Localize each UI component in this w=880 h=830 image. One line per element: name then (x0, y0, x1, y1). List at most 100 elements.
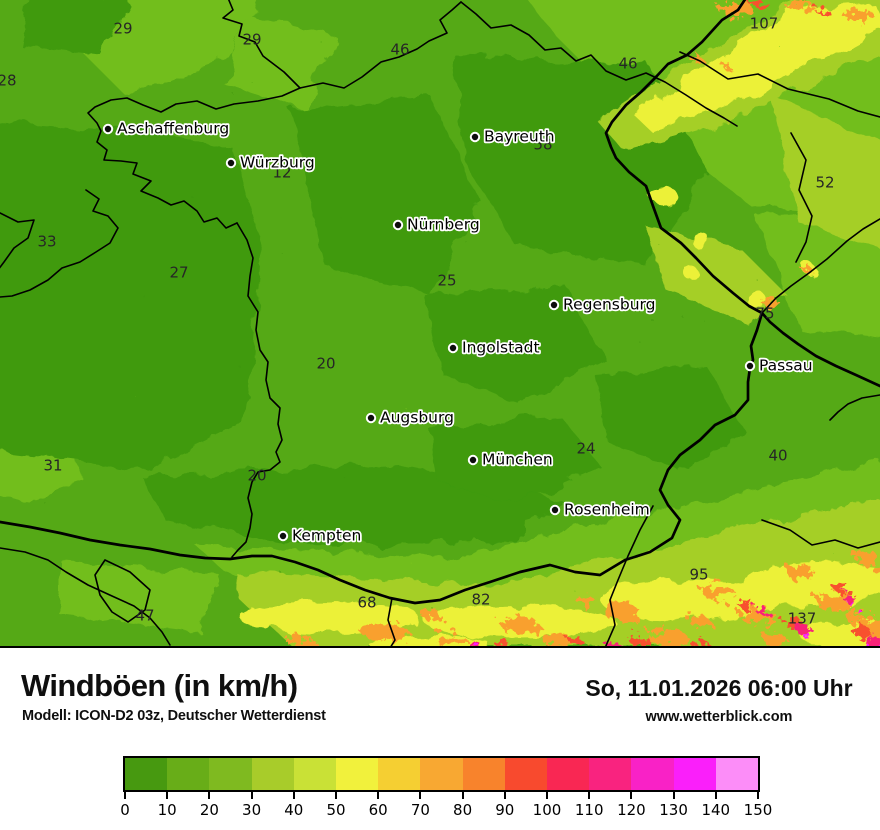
city-marker: Passau (744, 355, 814, 376)
wind-value-label: 46 (390, 40, 409, 58)
colorbar-tick-label: 140 (701, 801, 731, 819)
colorbar: 0 10 20 30 40 50 60 70 80 90 100 110 120 130 140 150 (120, 756, 773, 828)
city-label: Regensburg (563, 296, 656, 314)
city-marker: Regensburg (548, 294, 657, 315)
colorbar-tick (166, 792, 169, 799)
colorbar-segment (462, 758, 505, 790)
colorbar-tick-label: 130 (659, 801, 688, 819)
colorbar-tick-label: 30 (242, 801, 262, 819)
colorbar-tick-label: 20 (199, 801, 219, 819)
city-dot (549, 504, 561, 516)
colorbar-segment (209, 758, 252, 790)
city-marker: Ingolstadt (447, 337, 541, 358)
city-label: Augsburg (380, 409, 454, 427)
city-dot (277, 530, 289, 542)
city-layer: Aschaffenburg Würzburg Bayreuth Nürnberg Reg… (102, 118, 814, 546)
colorbar-tick-label: 60 (368, 801, 388, 819)
city-dot (365, 412, 377, 424)
colorbar-tick-label: 120 (617, 801, 646, 819)
colorbar-tick-label: 110 (574, 801, 604, 819)
colorbar-tick (672, 792, 675, 799)
valid-datetime: So, 11.01.2026 06:00 Uhr (585, 675, 853, 701)
city-label: Ingolstadt (462, 339, 540, 357)
colorbar-segment (293, 758, 337, 790)
wind-value-label: 107 (750, 14, 779, 32)
wind-value-label: 24 (576, 439, 595, 457)
city-label: Rosenheim (564, 501, 650, 519)
page-title: Windböen (in km/h) (21, 668, 298, 703)
wind-value-label: 33 (37, 232, 56, 250)
city-label: Nürnberg (407, 216, 480, 234)
colorbar-tick (250, 792, 253, 799)
wind-value-layer: 28 29 29 46 107 46 58 52 33 12 27 25 75 20 20 31 24 40 47 6… (0, 14, 835, 627)
city-label: München (482, 451, 553, 469)
city-dot (467, 454, 479, 466)
colorbar-segment (167, 758, 210, 790)
city-marker: Aschaffenburg (102, 118, 231, 139)
wind-value-label: 82 (471, 590, 490, 608)
colorbar-tick-label: 150 (743, 801, 773, 819)
colorbar-tick-label: 10 (157, 801, 177, 819)
city-dot (392, 219, 404, 231)
map-bottom-divider (0, 646, 880, 648)
colorbar-segment (547, 758, 590, 790)
colorbar-tick-label: 100 (532, 801, 562, 819)
colorbar-tick (419, 792, 422, 799)
colorbar-tick (208, 792, 211, 799)
city-dot (225, 157, 237, 169)
colorbar-segment (504, 758, 548, 790)
city-dot (102, 123, 114, 135)
website-label: www.wetterblick.com (645, 709, 793, 725)
colorbar-segment (251, 758, 294, 790)
colorbar-tick (714, 792, 717, 799)
wind-value-label: 137 (788, 609, 817, 627)
colorbar-segments (123, 756, 760, 792)
wind-value-label: 52 (815, 173, 834, 191)
map-area: 28 29 29 46 107 46 58 52 33 12 27 25 75 20 20 31 24 40 47 6… (0, 0, 880, 655)
colorbar-tick (757, 792, 759, 799)
colorbar-segment (336, 758, 379, 790)
city-label: Passau (759, 357, 813, 375)
wind-value-label: 95 (689, 565, 708, 583)
city-dot (469, 131, 481, 143)
border-layer (0, 0, 880, 649)
city-label: Aschaffenburg (117, 120, 229, 138)
wind-value-label: 20 (316, 354, 335, 372)
colorbar-tick (292, 792, 295, 799)
wind-value-label: 20 (247, 466, 266, 484)
colorbar-segment (378, 758, 421, 790)
wind-value-label: 47 (135, 606, 154, 624)
colorbar-tick-label: 80 (453, 801, 473, 819)
colorbar-tick (503, 792, 506, 799)
city-marker: Nürnberg (392, 214, 481, 235)
wind-gust-map: 28 29 29 46 107 46 58 52 33 12 27 25 75 20 20 31 24 40 47 6… (0, 0, 880, 655)
city-dot (548, 299, 560, 311)
city-marker: Würzburg (225, 152, 316, 173)
wind-value-label: 28 (0, 71, 17, 89)
colorbar-tick-label: 50 (326, 801, 346, 819)
colorbar-tick (124, 792, 126, 799)
wind-value-label: 58 (533, 135, 552, 153)
colorbar-segment (420, 758, 463, 790)
wind-value-label: 27 (169, 263, 188, 281)
colorbar-segment (673, 758, 716, 790)
city-label: Bayreuth (484, 128, 555, 146)
wind-value-label: 29 (113, 19, 132, 37)
city-label: Würzburg (240, 154, 315, 172)
colorbar-tick (546, 792, 548, 799)
wind-value-label: 46 (618, 54, 637, 72)
date-block: So, 11.01.2026 06:00 Uhr www.wetterblick… (558, 675, 880, 725)
colorbar-tick (588, 792, 591, 799)
wind-value-label: 12 (272, 163, 291, 181)
colorbar-segment (589, 758, 632, 790)
city-dot (744, 360, 756, 372)
colorbar-tick-label: 90 (495, 801, 515, 819)
city-marker: München (467, 449, 554, 470)
colorbar-tick (630, 792, 633, 799)
wind-value-label: 29 (242, 30, 261, 48)
colorbar-tick-label: 0 (120, 801, 130, 819)
speckle-dark (0, 0, 880, 648)
wind-value-label: 75 (755, 304, 774, 322)
city-label: Kempten (292, 527, 361, 545)
